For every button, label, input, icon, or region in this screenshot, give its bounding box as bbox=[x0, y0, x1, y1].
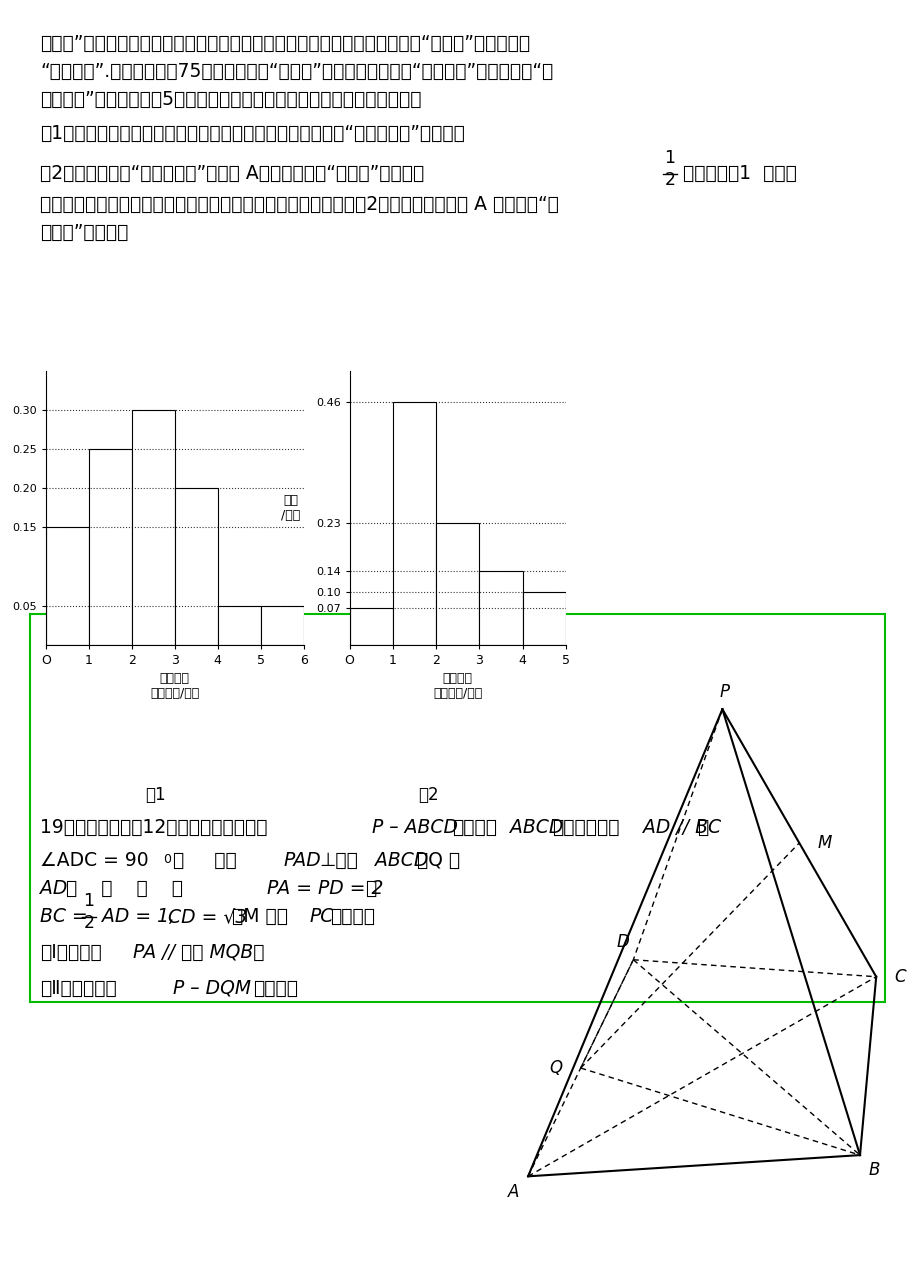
Text: 2: 2 bbox=[664, 171, 675, 189]
Text: B: B bbox=[868, 1162, 879, 1180]
Text: 碳小区”的标准？: 碳小区”的标准？ bbox=[40, 223, 129, 242]
Text: 1: 1 bbox=[664, 149, 675, 167]
Text: PAD: PAD bbox=[284, 851, 322, 870]
Text: ，: ， bbox=[365, 879, 376, 898]
Text: 的中点。: 的中点。 bbox=[330, 907, 375, 926]
Text: AD // BC: AD // BC bbox=[642, 818, 720, 837]
Bar bbox=[260, 605, 303, 645]
Text: ABCD: ABCD bbox=[509, 818, 562, 837]
Text: 图1: 图1 bbox=[144, 786, 165, 804]
Text: “非低碳族”.若小区内有至75％的住户属于“低碳族”，则称这个小区为“低碳小区”，否则称为“非: “非低碳族”.若小区内有至75％的住户属于“低碳族”，则称这个小区为“低碳小区”… bbox=[40, 62, 552, 82]
Text: Q: Q bbox=[549, 1059, 562, 1077]
Text: 经过同学们的大力宣传，三个月后，又进行了一次调查，数据如图2所示，问这时小区 A 是否达到“低: 经过同学们的大力宣传，三个月后，又进行了一次调查，数据如图2所示，问这时小区 A… bbox=[40, 195, 558, 214]
Text: ⊥底面: ⊥底面 bbox=[319, 851, 357, 870]
Text: PA // 平面 MQB；: PA // 平面 MQB； bbox=[133, 943, 265, 962]
Text: M: M bbox=[817, 834, 831, 852]
Text: CD = √3: CD = √3 bbox=[168, 907, 247, 926]
Text: 中，底面: 中，底面 bbox=[451, 818, 496, 837]
Text: 活习惯”的调查，以计算每户的碳月排放量．若月排放量符合低碳标准的称为“低碳族”，否则称为: 活习惯”的调查，以计算每户的碳月排放量．若月排放量符合低碳标准的称为“低碳族”，… bbox=[40, 34, 529, 54]
Text: A: A bbox=[507, 1182, 519, 1200]
Text: （Ⅱ）求三棱锥: （Ⅱ）求三棱锥 bbox=[40, 978, 117, 998]
Text: 低碳小区”．已知备选的5个居民小区中有三个非低碳小区，两个低碳小区．: 低碳小区”．已知备选的5个居民小区中有三个非低碳小区，两个低碳小区． bbox=[40, 90, 421, 110]
Bar bbox=[131, 410, 175, 645]
Text: ，M 是棱: ，M 是棱 bbox=[232, 907, 288, 926]
Text: （1）任选两个小区进行调查，求所选的两个小区恰有一个为“非低碳小区”的概率；: （1）任选两个小区进行调查，求所选的两个小区恰有一个为“非低碳小区”的概率； bbox=[40, 124, 464, 143]
Text: P – ABCD: P – ABCD bbox=[371, 818, 458, 837]
Text: ，数据如图1  所示，: ，数据如图1 所示， bbox=[682, 164, 796, 183]
Text: AD: AD bbox=[40, 879, 67, 898]
Bar bbox=[46, 527, 89, 645]
Text: BC =: BC = bbox=[40, 907, 87, 926]
Text: AD = 1,: AD = 1, bbox=[102, 907, 175, 926]
Bar bbox=[479, 571, 522, 645]
Text: ，     平面: ， 平面 bbox=[173, 851, 236, 870]
Y-axis label: 频率
/组距: 频率 /组距 bbox=[281, 494, 301, 521]
Text: D: D bbox=[616, 934, 629, 952]
Bar bbox=[522, 592, 565, 645]
X-axis label: 月排放量
（百千克/户）: 月排放量 （百千克/户） bbox=[150, 673, 199, 701]
Bar bbox=[89, 448, 131, 645]
Bar bbox=[392, 403, 436, 645]
Text: 图2: 图2 bbox=[417, 786, 437, 804]
Text: 的    中    点    ，: 的 中 点 ， bbox=[66, 879, 183, 898]
Bar bbox=[175, 488, 218, 645]
Bar bbox=[349, 608, 392, 645]
Text: （2）假定选择的“非低碳小区”为小区 A，调查显示其“低碳族”的比例为: （2）假定选择的“非低碳小区”为小区 A，调查显示其“低碳族”的比例为 bbox=[40, 164, 424, 183]
Text: ABCD: ABCD bbox=[375, 851, 428, 870]
Text: P – DQM: P – DQM bbox=[173, 978, 251, 998]
Text: 19．（本小题满分12分）如图，在四棱锥: 19．（本小题满分12分）如图，在四棱锥 bbox=[40, 818, 267, 837]
Text: P: P bbox=[719, 683, 729, 701]
Text: ，: ， bbox=[697, 818, 708, 837]
Text: 0: 0 bbox=[163, 854, 171, 866]
Bar bbox=[218, 605, 260, 645]
Text: 为直角梯形，: 为直角梯形， bbox=[551, 818, 618, 837]
Text: 1: 1 bbox=[84, 892, 95, 910]
Text: ∠ADC = 90: ∠ADC = 90 bbox=[40, 851, 149, 870]
Text: PA = PD = 2: PA = PD = 2 bbox=[267, 879, 383, 898]
Bar bbox=[436, 524, 479, 645]
Text: 2: 2 bbox=[84, 913, 95, 933]
Text: PC: PC bbox=[310, 907, 334, 926]
Text: C: C bbox=[893, 968, 905, 986]
Text: （Ⅰ）求证：: （Ⅰ）求证： bbox=[40, 943, 102, 962]
X-axis label: 月排放量
（百千克/户）: 月排放量 （百千克/户） bbox=[433, 673, 482, 701]
Text: ，Q 为: ，Q 为 bbox=[416, 851, 460, 870]
Text: 的体积。: 的体积。 bbox=[253, 978, 298, 998]
